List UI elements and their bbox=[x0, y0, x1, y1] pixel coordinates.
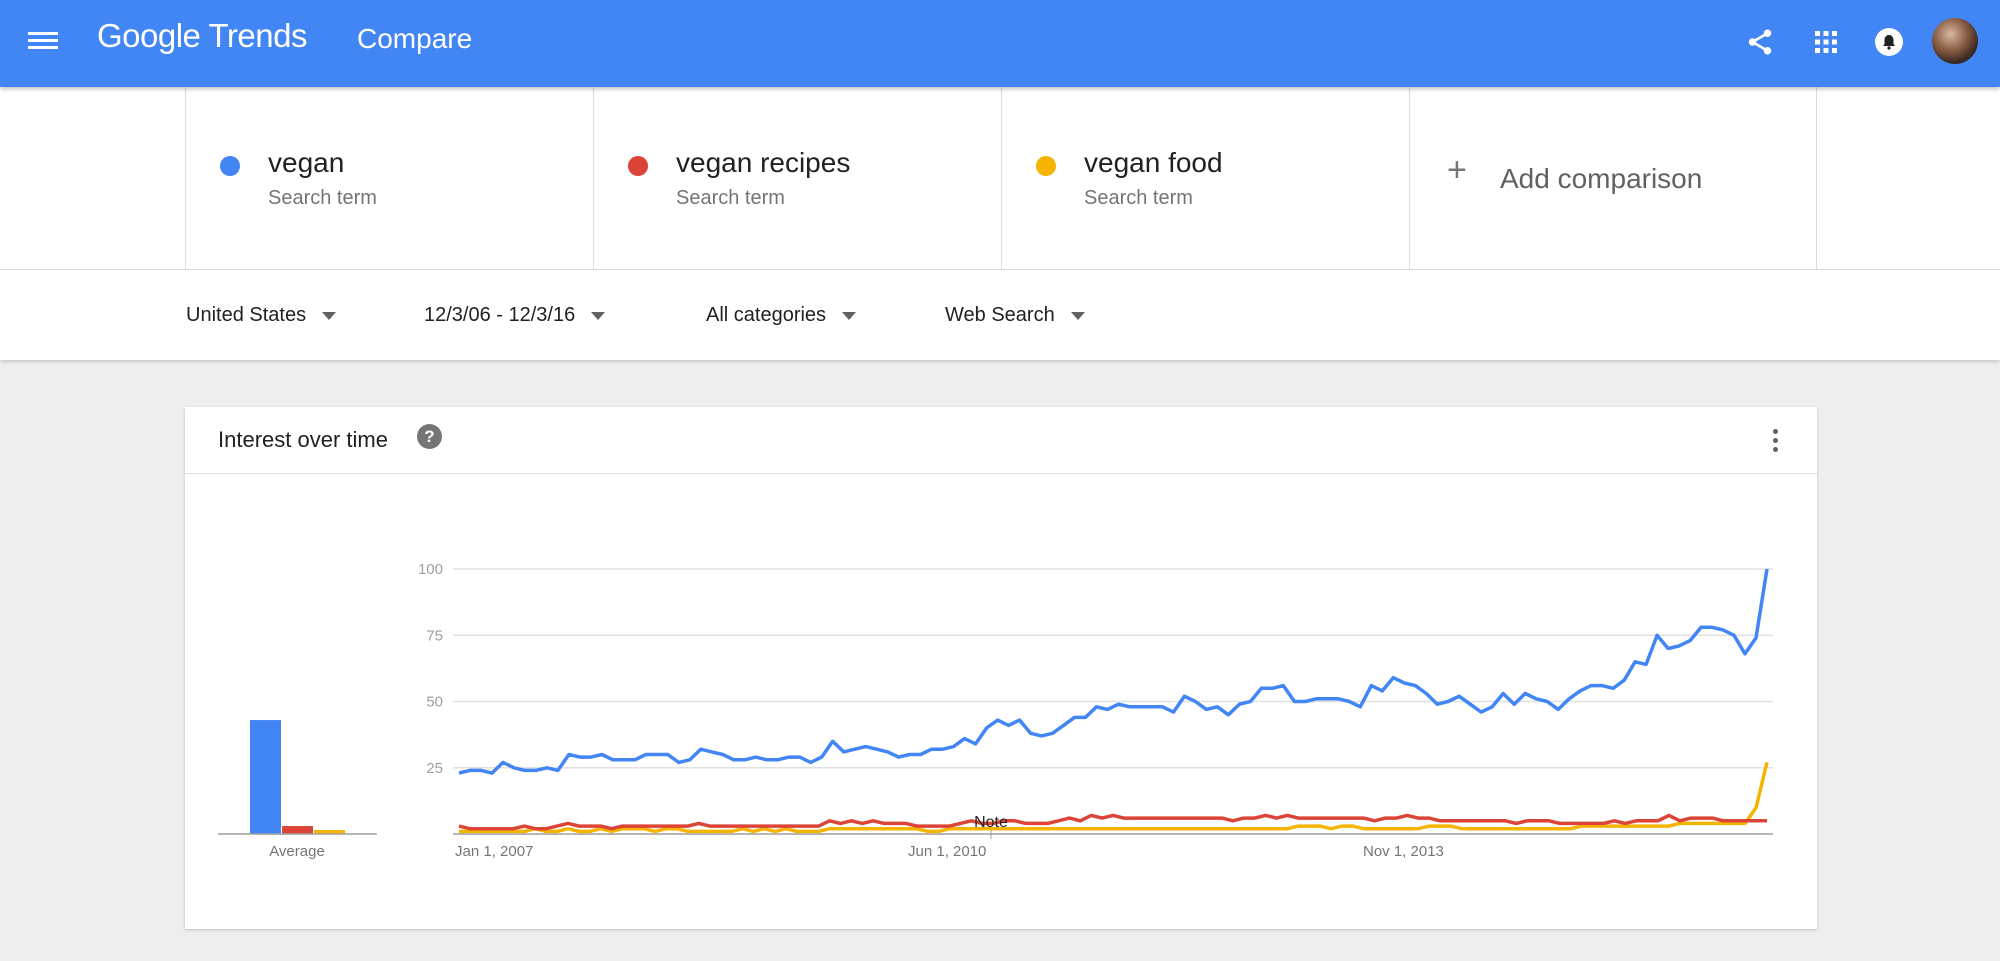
search-term-card-vegan-recipes[interactable]: vegan recipes Search term bbox=[593, 87, 1001, 269]
category-dropdown[interactable]: All categories bbox=[706, 304, 857, 327]
term-name: vegan food bbox=[1084, 147, 1223, 178]
top-app-bar: Google Trends Compare bbox=[0, 0, 2000, 87]
chart-grid: 100 75 50 25 bbox=[418, 561, 1773, 835]
chart-series bbox=[458, 568, 1769, 834]
add-comparison-button[interactable]: + Add comparison bbox=[1409, 87, 1817, 269]
more-vert-icon[interactable] bbox=[1773, 429, 1779, 455]
plus-icon: + bbox=[1447, 151, 1467, 189]
term-name: vegan bbox=[268, 147, 345, 178]
add-comparison-label: Add comparison bbox=[1500, 163, 1703, 194]
region-dropdown[interactable]: United States bbox=[186, 304, 337, 327]
x-axis-ticks: Jan 1, 2007 Jun 1, 2010 Nov 1, 2013 bbox=[455, 830, 1444, 860]
x-tick-label: Jan 1, 2007 bbox=[455, 843, 533, 860]
average-bar-vegan[interactable] bbox=[250, 720, 281, 834]
dropdown-arrow-icon bbox=[322, 311, 337, 320]
y-tick-label: 100 bbox=[418, 561, 443, 578]
average-bar-vegan-recipes[interactable] bbox=[282, 826, 313, 834]
interest-chart: Average 100 75 50 25 Jan 1, 2007 Jun 1, 2010… bbox=[218, 561, 1773, 860]
menu-icon[interactable] bbox=[28, 28, 58, 58]
search-term-card-vegan-food[interactable]: vegan food Search term bbox=[1001, 87, 1409, 269]
term-subtitle: Search term bbox=[676, 187, 785, 209]
card-title: Interest over time bbox=[218, 427, 388, 452]
term-name: vegan recipes bbox=[676, 147, 851, 178]
series-line-vegan-recipes[interactable] bbox=[458, 813, 1767, 831]
average-label: Average bbox=[269, 843, 325, 860]
y-tick-label: 75 bbox=[426, 627, 443, 644]
y-tick-label: 25 bbox=[426, 760, 443, 777]
term-subtitle: Search term bbox=[268, 187, 377, 209]
card-header: Interest over time ? bbox=[185, 407, 1817, 474]
google-trends-logo[interactable]: Google Trends bbox=[97, 17, 307, 54]
share-icon[interactable] bbox=[1740, 22, 1780, 62]
date-range-value: 12/3/06 - 12/3/16 bbox=[424, 304, 576, 326]
search-type-dropdown[interactable]: Web Search bbox=[945, 304, 1085, 327]
term-color-dot bbox=[1036, 156, 1056, 176]
x-tick-label: Nov 1, 2013 bbox=[1363, 843, 1444, 860]
average-bars bbox=[250, 720, 345, 834]
search-term-card-vegan[interactable]: vegan Search term bbox=[185, 87, 593, 269]
apps-icon[interactable] bbox=[1806, 22, 1846, 62]
search-terms-row: vegan Search term vegan recipes Search t… bbox=[0, 87, 2000, 270]
category-value: All categories bbox=[706, 304, 827, 326]
region-value: United States bbox=[186, 304, 307, 326]
avatar[interactable] bbox=[1932, 18, 1978, 64]
help-icon[interactable]: ? bbox=[417, 424, 442, 449]
series-line-vegan-food[interactable] bbox=[459, 761, 1769, 834]
dropdown-arrow-icon bbox=[1070, 311, 1085, 320]
series-line-vegan[interactable] bbox=[458, 568, 1769, 775]
note-label[interactable]: Note bbox=[974, 814, 1008, 831]
interest-over-time-card: Interest over time ? Average 100 75 50 25 J… bbox=[185, 407, 1817, 929]
dropdown-arrow-icon bbox=[842, 311, 857, 320]
term-color-dot bbox=[220, 156, 240, 176]
dropdown-arrow-icon bbox=[591, 311, 606, 320]
page-title: Compare bbox=[357, 23, 473, 54]
notifications-icon[interactable] bbox=[1869, 22, 1909, 62]
average-bar-vegan-food[interactable] bbox=[314, 830, 345, 834]
y-tick-label: 50 bbox=[426, 694, 443, 711]
filter-bar: United States 12/3/06 - 12/3/16 All cate… bbox=[0, 270, 2000, 360]
term-color-dot bbox=[628, 156, 648, 176]
date-range-dropdown[interactable]: 12/3/06 - 12/3/16 bbox=[424, 304, 606, 327]
search-type-value: Web Search bbox=[945, 304, 1055, 326]
term-subtitle: Search term bbox=[1084, 187, 1193, 209]
x-tick-label: Jun 1, 2010 bbox=[908, 843, 986, 860]
